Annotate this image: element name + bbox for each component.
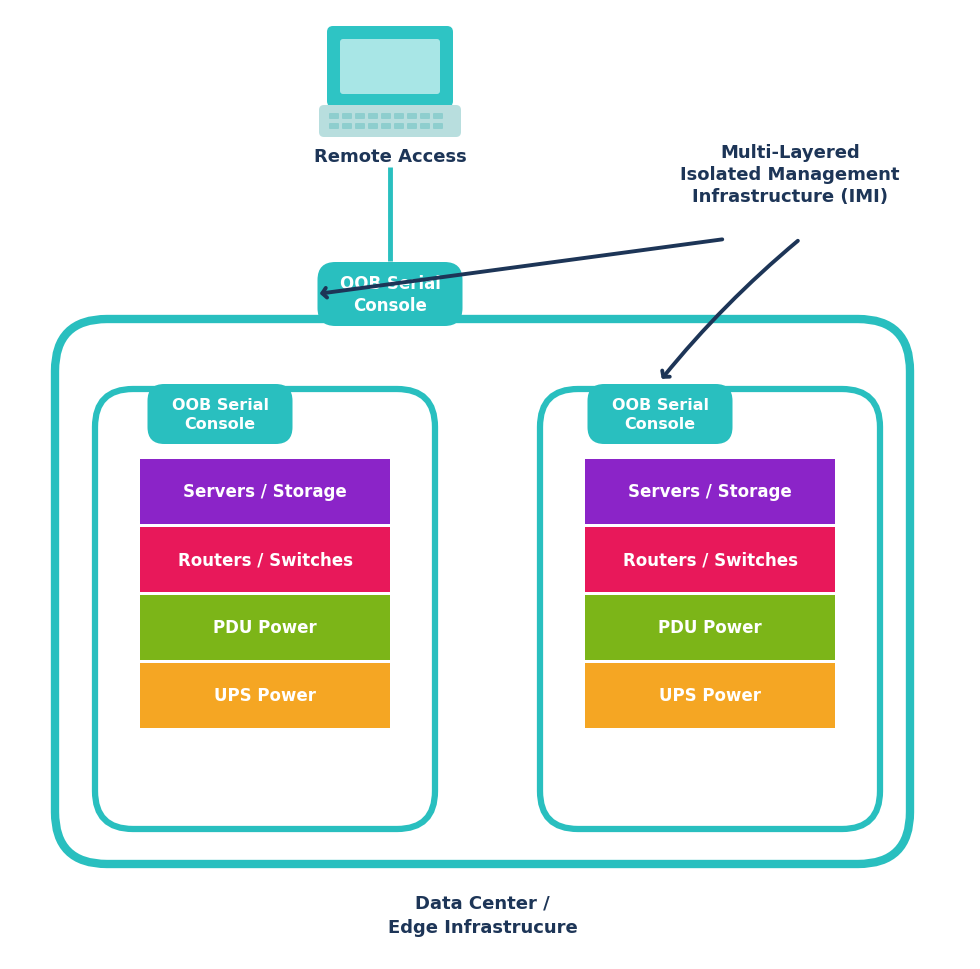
FancyBboxPatch shape: [540, 390, 880, 829]
Text: OOB Serial
Console: OOB Serial Console: [612, 398, 709, 431]
FancyBboxPatch shape: [55, 320, 910, 864]
Text: Remote Access: Remote Access: [314, 148, 466, 166]
FancyBboxPatch shape: [394, 114, 404, 120]
FancyBboxPatch shape: [585, 459, 835, 524]
FancyBboxPatch shape: [148, 385, 292, 445]
FancyBboxPatch shape: [585, 595, 835, 660]
Text: UPS Power: UPS Power: [214, 687, 316, 704]
FancyBboxPatch shape: [95, 390, 435, 829]
Text: PDU Power: PDU Power: [213, 619, 317, 637]
FancyBboxPatch shape: [342, 114, 352, 120]
FancyBboxPatch shape: [585, 664, 835, 729]
FancyBboxPatch shape: [587, 385, 732, 445]
FancyBboxPatch shape: [340, 40, 440, 95]
FancyBboxPatch shape: [140, 664, 390, 729]
Text: OOB Serial
Console: OOB Serial Console: [339, 274, 440, 315]
FancyBboxPatch shape: [368, 114, 378, 120]
Text: Servers / Storage: Servers / Storage: [628, 483, 792, 501]
FancyBboxPatch shape: [318, 263, 463, 327]
Text: Data Center /
Edge Infrastrucure: Data Center / Edge Infrastrucure: [388, 894, 577, 936]
FancyBboxPatch shape: [394, 124, 404, 130]
FancyBboxPatch shape: [355, 114, 365, 120]
Text: Multi-Layered
Isolated Management
Infrastructure (IMI): Multi-Layered Isolated Management Infras…: [680, 143, 900, 206]
Text: OOB Serial
Console: OOB Serial Console: [172, 398, 269, 431]
FancyBboxPatch shape: [433, 114, 443, 120]
FancyBboxPatch shape: [407, 124, 417, 130]
FancyBboxPatch shape: [329, 114, 339, 120]
FancyBboxPatch shape: [327, 27, 453, 108]
FancyBboxPatch shape: [381, 114, 391, 120]
FancyBboxPatch shape: [407, 114, 417, 120]
FancyBboxPatch shape: [433, 124, 443, 130]
Text: PDU Power: PDU Power: [659, 619, 761, 637]
FancyBboxPatch shape: [329, 124, 339, 130]
FancyBboxPatch shape: [342, 124, 352, 130]
FancyBboxPatch shape: [319, 106, 461, 138]
FancyBboxPatch shape: [420, 124, 430, 130]
FancyBboxPatch shape: [368, 124, 378, 130]
FancyBboxPatch shape: [140, 595, 390, 660]
FancyBboxPatch shape: [381, 124, 391, 130]
Text: UPS Power: UPS Power: [659, 687, 761, 704]
FancyBboxPatch shape: [140, 527, 390, 592]
FancyBboxPatch shape: [355, 124, 365, 130]
Text: Routers / Switches: Routers / Switches: [177, 551, 353, 569]
FancyBboxPatch shape: [420, 114, 430, 120]
FancyBboxPatch shape: [140, 459, 390, 524]
Text: Routers / Switches: Routers / Switches: [622, 551, 798, 569]
Text: Servers / Storage: Servers / Storage: [183, 483, 347, 501]
FancyBboxPatch shape: [585, 527, 835, 592]
